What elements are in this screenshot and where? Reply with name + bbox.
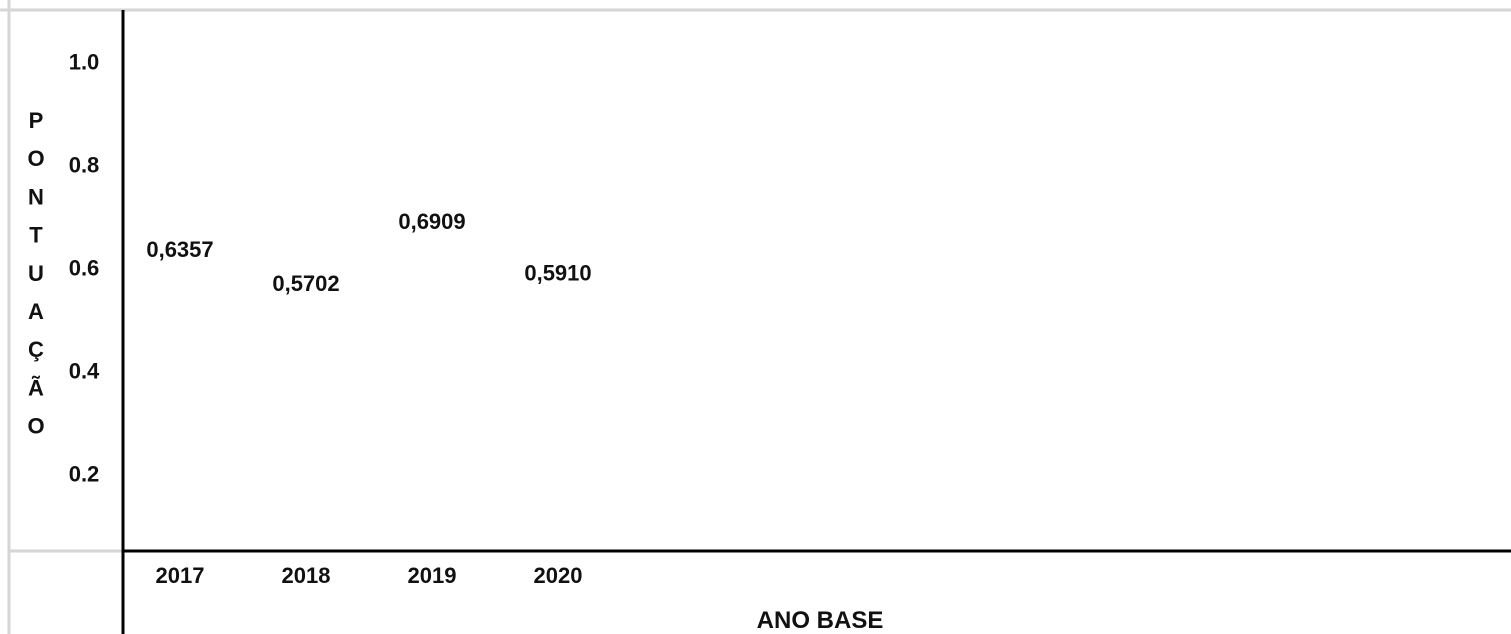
y-axis-label-letter: O [27,146,44,171]
y-tick-label: 1.0 [69,50,100,75]
data-point-label: 0,5910 [524,260,591,285]
y-axis-label-letter: T [29,223,43,248]
x-tick-label: 2020 [534,563,583,588]
y-tick-label: 0.8 [69,153,100,178]
y-tick-label: 0.6 [69,256,100,281]
y-axis-label-letter: A [28,299,44,324]
y-axis-label-letter: Ã [28,375,44,400]
y-axis-label-letter: U [28,261,44,286]
y-axis-label-letter: N [28,184,44,209]
data-point-label: 0,5702 [272,271,339,296]
y-tick-labels: 1.0 0.8 0.6 0.4 0.2 [69,50,100,487]
x-axis-title: ANO BASE [757,607,884,634]
data-point-label: 0,6357 [146,237,213,262]
x-tick-labels: 2017 2018 2019 2020 [156,563,583,588]
y-axis-label-letter: P [29,108,44,133]
x-tick-label: 2017 [156,563,205,588]
data-labels: 0,6357 0,5702 0,6909 0,5910 [146,209,591,296]
y-tick-label: 0.4 [69,359,100,384]
x-tick-label: 2019 [408,563,457,588]
y-axis-label-letter: Ç [28,337,44,362]
data-point-label: 0,6909 [398,209,465,234]
y-tick-label: 0.2 [69,462,100,487]
y-axis-label-letter: O [27,414,44,439]
x-tick-label: 2018 [282,563,331,588]
